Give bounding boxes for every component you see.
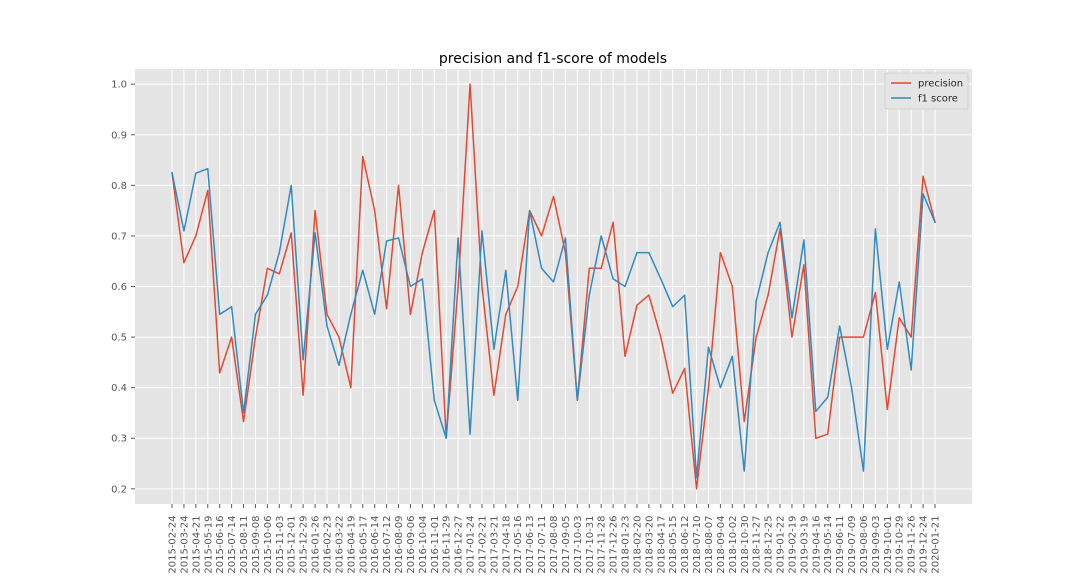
x-tick-label: 2019-10-01 xyxy=(883,516,894,574)
x-tick-label: 2018-02-20 xyxy=(632,516,643,574)
x-tick-label: 2018-10-02 xyxy=(728,516,739,574)
x-tick-label: 2015-09-08 xyxy=(251,516,262,574)
x-tick-label: 2018-03-20 xyxy=(644,516,655,574)
x-tick-label: 2016-06-14 xyxy=(370,516,381,574)
x-tick-label: 2016-10-04 xyxy=(418,516,429,574)
y-tick-label: 0.7 xyxy=(111,231,127,242)
x-tick-label: 2015-05-19 xyxy=(203,516,214,574)
x-tick-label: 2017-10-03 xyxy=(573,516,584,574)
x-tick-label: 2016-09-06 xyxy=(406,516,417,574)
x-tick-label: 2017-08-08 xyxy=(549,516,560,574)
y-tick-label: 0.9 xyxy=(111,130,127,141)
x-tick-label: 2019-12-24 xyxy=(919,516,930,574)
y-tick-label: 0.6 xyxy=(111,282,127,293)
x-tick-label: 2017-10-31 xyxy=(585,516,596,574)
x-tick-label: 2019-10-29 xyxy=(895,516,906,574)
legend-label-f1-score: f1 score xyxy=(918,94,958,105)
x-tick-label: 2015-04-21 xyxy=(191,516,202,574)
legend-label-precision: precision xyxy=(918,79,963,90)
x-tick-label: 2017-06-13 xyxy=(525,516,536,574)
x-tick-label: 2016-11-01 xyxy=(430,516,441,574)
x-tick-label: 2015-07-14 xyxy=(227,516,238,574)
chart-title: precision and f1-score of models xyxy=(439,51,667,67)
x-tick-label: 2018-11-27 xyxy=(752,516,763,574)
x-tick-label: 2019-05-14 xyxy=(823,516,834,574)
x-tick-label: 2017-02-21 xyxy=(477,516,488,574)
x-tick-label: 2017-11-28 xyxy=(597,516,608,574)
x-tick-label: 2015-12-01 xyxy=(287,516,298,574)
x-tick-label: 2015-12-29 xyxy=(299,516,310,574)
x-tick-label: 2018-01-23 xyxy=(621,516,632,574)
x-tick-label: 2019-11-26 xyxy=(907,516,918,574)
x-tick-label: 2017-05-16 xyxy=(513,516,524,574)
x-tick-label: 2016-08-09 xyxy=(394,516,405,574)
x-tick-label: 2017-03-21 xyxy=(489,516,500,574)
x-tick-label: 2015-10-06 xyxy=(263,516,274,574)
y-tick-label: 0.5 xyxy=(111,333,127,344)
x-tick-label: 2019-01-22 xyxy=(776,516,787,574)
legend: precision f1 score xyxy=(885,73,968,109)
x-tick-label: 2016-05-17 xyxy=(358,516,369,574)
x-tick-label: 2018-08-07 xyxy=(704,516,715,574)
y-tick-label: 0.8 xyxy=(111,181,127,192)
y-tick-label: 1.0 xyxy=(111,80,127,91)
x-tick-label: 2018-06-12 xyxy=(680,516,691,574)
x-tick-label: 2020-01-21 xyxy=(931,516,942,574)
x-tick-label: 2018-10-30 xyxy=(740,516,751,574)
x-tick-label: 2016-07-12 xyxy=(382,516,393,574)
x-tick-label: 2016-12-27 xyxy=(454,516,465,574)
x-tick-label: 2016-11-29 xyxy=(442,516,453,574)
x-tick-label: 2019-07-09 xyxy=(847,516,858,574)
x-tick-label: 2018-12-25 xyxy=(764,516,775,574)
x-tick-label: 2015-06-16 xyxy=(215,516,226,574)
x-tick-label: 2015-03-24 xyxy=(179,516,190,574)
x-tick-label: 2018-09-04 xyxy=(716,516,727,574)
y-tick-label: 0.3 xyxy=(111,434,127,445)
x-tick-label: 2018-05-15 xyxy=(668,516,679,574)
x-tick-label: 2019-06-11 xyxy=(835,516,846,574)
x-tick-label: 2017-04-18 xyxy=(501,516,512,574)
x-tick-label: 2017-07-11 xyxy=(537,516,548,574)
x-tick-label: 2016-01-26 xyxy=(311,516,322,574)
x-tick-label: 2017-01-24 xyxy=(466,516,477,574)
x-tick-label: 2019-02-19 xyxy=(787,516,798,574)
x-tick-label: 2018-07-10 xyxy=(692,516,703,574)
y-tick-label: 0.4 xyxy=(111,383,127,394)
x-tick-label: 2015-08-11 xyxy=(239,516,250,574)
x-tick-label: 2017-12-26 xyxy=(609,516,620,574)
x-tick-label: 2016-03-22 xyxy=(334,516,345,574)
x-tick-label: 2019-04-16 xyxy=(811,516,822,574)
x-tick-label: 2015-11-03 xyxy=(275,516,286,574)
x-tick-label: 2016-02-23 xyxy=(322,516,333,574)
x-tick-label: 2019-09-03 xyxy=(871,516,882,574)
x-tick-label: 2016-04-19 xyxy=(346,516,357,574)
y-tick-label: 0.2 xyxy=(111,484,127,495)
x-tick-label: 2018-04-17 xyxy=(656,516,667,574)
x-tick-label: 2017-09-05 xyxy=(561,516,572,574)
x-tick-label: 2019-03-19 xyxy=(799,516,810,574)
x-tick-label: 2015-02-24 xyxy=(168,516,179,574)
x-tick-label: 2019-08-06 xyxy=(859,516,870,574)
